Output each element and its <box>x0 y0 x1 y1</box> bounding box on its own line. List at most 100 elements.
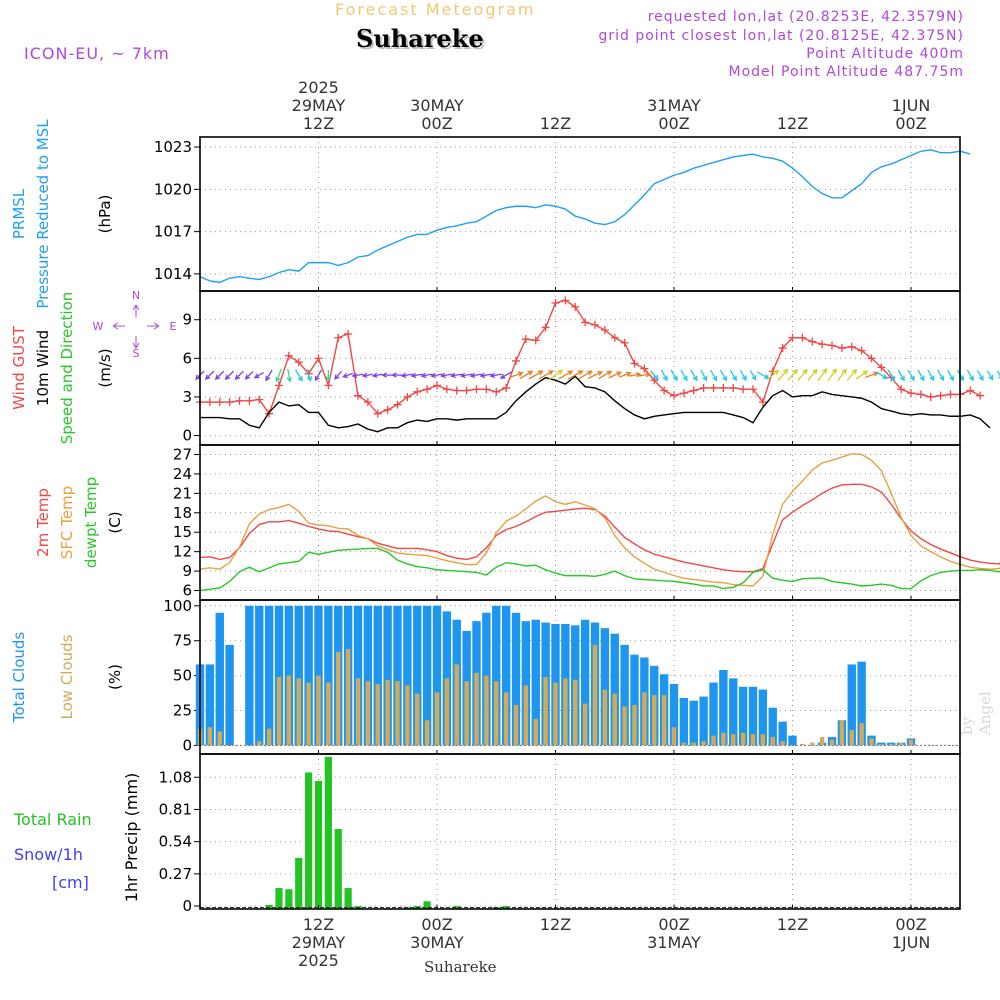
gust-point <box>946 390 955 399</box>
top-tick-label: 31MAY <box>647 96 701 115</box>
wind-arrowhead <box>635 372 642 378</box>
y-tick-label: 50 <box>173 667 192 685</box>
y-tick-label: 12 <box>173 543 192 561</box>
low-cloud-bar <box>849 730 854 746</box>
wind-arrowhead <box>334 374 340 380</box>
wind-arrow <box>558 370 573 380</box>
gust-point <box>581 318 590 327</box>
gust-point <box>413 387 422 396</box>
y-tick-label: 0 <box>182 736 192 754</box>
wind-arrow <box>618 372 631 378</box>
low-cloud-bar <box>474 672 479 746</box>
gust-point <box>334 333 343 342</box>
panel-frame <box>199 753 961 910</box>
low-cloud-bar <box>721 732 726 746</box>
wind-arrowhead <box>440 372 446 379</box>
gust-point <box>857 346 866 355</box>
top-tick-label: 00Z <box>421 114 452 133</box>
low-cloud-bar <box>859 723 864 746</box>
grid-point-coordinates: grid point closest lon,lat (20.8125E, 42… <box>598 28 964 44</box>
wind-arrow <box>927 369 935 381</box>
low-cloud-bar <box>612 693 617 746</box>
wind-arrow <box>865 372 878 378</box>
total-cloud-bar <box>363 605 373 746</box>
wind-arrow <box>937 369 945 381</box>
total-cloud-bar <box>738 686 748 746</box>
wind-arrowhead <box>625 371 632 377</box>
low-cloud-bar <box>760 734 766 746</box>
wind-arrowhead <box>968 375 974 382</box>
total-cloud-bar <box>373 605 382 746</box>
gust-point <box>423 385 432 394</box>
low-cloud-bar <box>671 727 677 746</box>
low-cloud-bar <box>800 744 805 746</box>
wind-arrow <box>966 369 974 381</box>
panel-wind: 0 3 6 9 N S W E Wind GUST 10m Wind Speed and Direc… <box>10 289 1000 446</box>
wind-arrowhead <box>224 374 231 380</box>
gust-point <box>492 387 501 396</box>
wind-arrowhead <box>929 375 935 382</box>
wind-arrow <box>500 371 512 379</box>
y-tick-label: 0.81 <box>159 800 192 818</box>
gust-point <box>354 391 362 400</box>
gust-point <box>689 386 698 395</box>
total-cloud-bar <box>630 654 639 746</box>
wind-arrowhead <box>821 368 828 374</box>
y-tick-label: 18 <box>173 504 192 522</box>
low-cloud-bar <box>415 693 420 746</box>
low-cloud-bar <box>642 692 647 746</box>
wind-arrowhead <box>567 370 574 376</box>
total-cloud-bar <box>768 707 777 746</box>
y-tick-label: 1014 <box>154 265 192 283</box>
wind-arrowhead <box>841 368 847 374</box>
rain-bar <box>324 756 332 909</box>
panel-label-pressure-reduced-to-msl: Pressure Reduced to MSL <box>34 119 52 309</box>
wind-arrow <box>578 370 592 380</box>
panel-frame <box>199 444 961 601</box>
series-line-sfc-temp <box>199 453 1000 587</box>
wind-arrow <box>245 370 254 380</box>
wind-arrow <box>855 370 868 380</box>
low-cloud-bar <box>543 677 548 746</box>
low-cloud-bar <box>602 689 608 746</box>
low-cloud-bar <box>306 682 311 746</box>
series-line-10m-wind <box>200 375 991 433</box>
total-cloud-bar <box>393 605 402 746</box>
gust-point <box>591 320 599 329</box>
wind-arrow <box>528 370 543 380</box>
panel-label-wind-gust: Wind GUST <box>10 325 28 410</box>
wind-arrowhead <box>662 375 668 382</box>
y-tick-label: 100 <box>163 597 192 615</box>
low-cloud-bar <box>207 727 213 746</box>
low-cloud-bar <box>385 679 390 746</box>
total-cloud-bar <box>255 605 264 746</box>
gust-point <box>284 351 293 360</box>
wind-arrowhead <box>195 374 201 381</box>
wind-arrowhead <box>306 376 312 382</box>
low-cloud-bar <box>632 704 637 746</box>
gust-point <box>452 386 461 395</box>
total-cloud-bar <box>264 605 274 746</box>
total-cloud-bar <box>492 605 501 746</box>
wind-arrow <box>343 372 354 378</box>
low-cloud-bar <box>355 678 361 746</box>
gust-point <box>600 326 609 335</box>
compass-rose <box>112 304 160 349</box>
wind-arrowhead <box>459 372 466 379</box>
low-cloud-bar <box>336 651 341 746</box>
wind-arrowhead <box>371 372 378 378</box>
panel-unit-wind: (m/s) <box>96 348 114 387</box>
bottom-tick-label: 00Z <box>421 915 452 934</box>
y-tick-label: 6 <box>182 582 192 600</box>
low-cloud-bar <box>898 742 904 746</box>
wind-arrow <box>875 371 888 379</box>
rain-bar <box>453 906 461 909</box>
wind-arrow <box>628 373 641 377</box>
wind-arrowhead <box>214 374 221 381</box>
low-cloud-bar <box>375 683 380 746</box>
low-cloud-bar <box>434 692 440 746</box>
low-cloud-bar <box>731 734 736 746</box>
bottom-tick-label: 2025 <box>298 951 339 970</box>
y-tick-label: 75 <box>173 632 192 650</box>
wind-arrow <box>680 369 688 381</box>
